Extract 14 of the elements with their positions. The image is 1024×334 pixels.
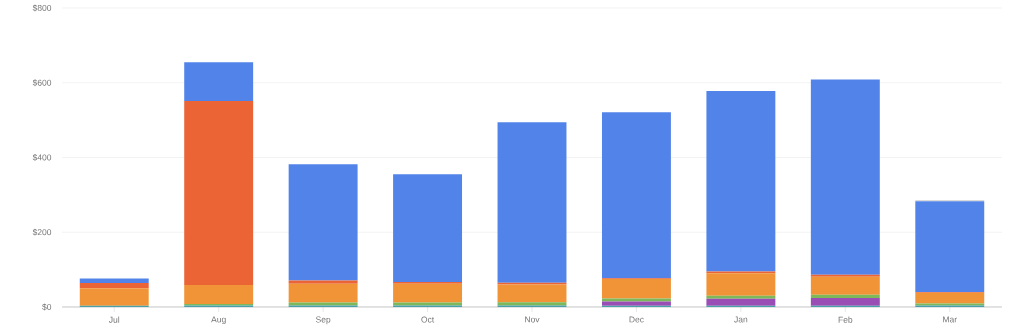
x-tick-label: Jul (108, 316, 120, 323)
x-tick-label: Jan (734, 316, 748, 323)
x-tick-label: Aug (211, 316, 226, 325)
y-tick-label: $0 (42, 303, 52, 311)
x-tick-label: Sep (315, 316, 331, 325)
y-tick-label: $800 (32, 4, 52, 12)
x-tick-label: Mar (943, 316, 957, 323)
x-tick-label: Oct (421, 316, 435, 323)
y-tick-label: $600 (32, 79, 52, 87)
x-tick-label: Nov (525, 316, 540, 323)
y-tick-label: $200 (32, 228, 52, 236)
x-tick-label: Dec (629, 316, 644, 323)
y-tick-label: $400 (32, 154, 52, 161)
x-tick-label: Feb (838, 316, 853, 323)
